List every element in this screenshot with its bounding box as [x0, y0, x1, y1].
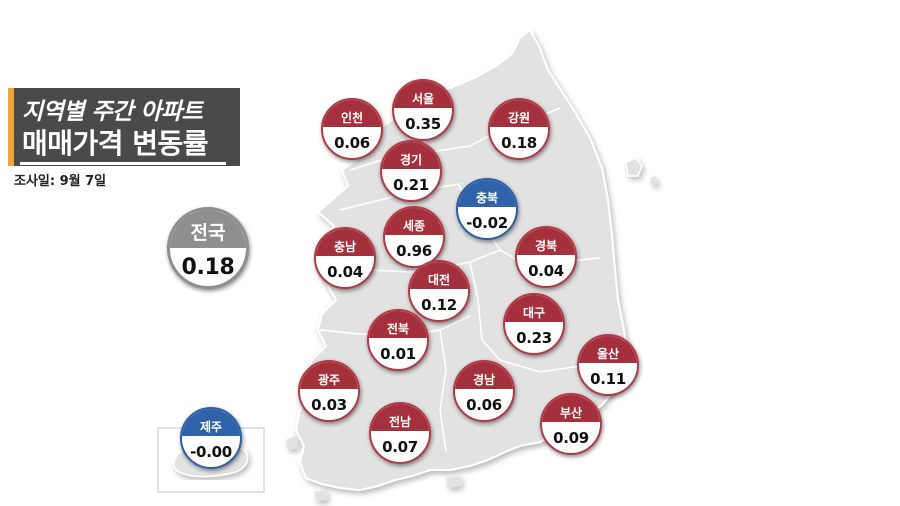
region-badge-daegu: 대구 0.23	[503, 293, 565, 355]
region-badge-ulsan: 울산 0.11	[577, 334, 639, 396]
ulleungdo-island	[625, 157, 643, 177]
region-badge-incheon: 인천 0.06	[321, 98, 383, 160]
region-badge-gyeongnam: 경남 0.06	[453, 360, 515, 422]
region-value: 0.09	[553, 428, 589, 447]
region-badge-daejeon: 대전 0.12	[408, 260, 470, 322]
region-value: 0.04	[327, 262, 363, 281]
region-value: 0.07	[382, 437, 418, 456]
region-value: 0.06	[334, 133, 370, 152]
region-badge-sejong: 세종 0.96	[383, 206, 445, 268]
region-badge-busan: 부산 0.09	[540, 393, 602, 455]
dokdo-island	[650, 176, 658, 186]
region-badge-chungnam: 충남 0.04	[314, 227, 376, 289]
title-underline	[20, 162, 226, 165]
title-line2: 매매가격 변동률	[22, 127, 209, 160]
national-badge: 전국 0.18	[167, 207, 249, 289]
survey-date: 조사일: 9월 7일	[14, 174, 107, 189]
region-value: 0.11	[590, 369, 626, 388]
region-badge-jeju: 제주 -0.00	[180, 407, 242, 469]
title-box	[8, 88, 240, 166]
region-badge-gwangju: 광주 0.03	[298, 360, 360, 422]
region-badge-gyeonggi: 경기 0.21	[380, 140, 442, 202]
region-badge-gyeongbuk: 경북 0.04	[515, 226, 577, 288]
region-badge-chungbuk: 충북 -0.02	[456, 178, 518, 240]
title-line1: 지역별 주간 아파트	[22, 99, 203, 125]
region-value: 0.03	[311, 395, 347, 414]
region-badge-jeonnam: 전남 0.07	[369, 402, 431, 464]
region-value: 0.01	[380, 344, 416, 363]
region-value: 0.12	[421, 295, 457, 314]
region-value: 0.04	[528, 261, 564, 280]
region-value: 0.21	[393, 175, 429, 194]
region-value: 0.35	[405, 114, 441, 133]
region-value: -0.02	[466, 213, 508, 232]
region-value: 0.96	[396, 241, 432, 260]
region-value: 0.23	[516, 328, 552, 347]
region-badge-seoul: 서울 0.35	[392, 79, 454, 141]
region-value: 0.18	[501, 133, 537, 152]
national-value: 0.18	[181, 254, 235, 280]
region-value: 0.06	[466, 395, 502, 414]
region-name: 대전	[410, 262, 468, 289]
region-value: -0.00	[190, 442, 232, 461]
region-badge-gangwon: 강원 0.18	[488, 98, 550, 160]
region-badge-jeonbuk: 전북 0.01	[367, 309, 429, 371]
